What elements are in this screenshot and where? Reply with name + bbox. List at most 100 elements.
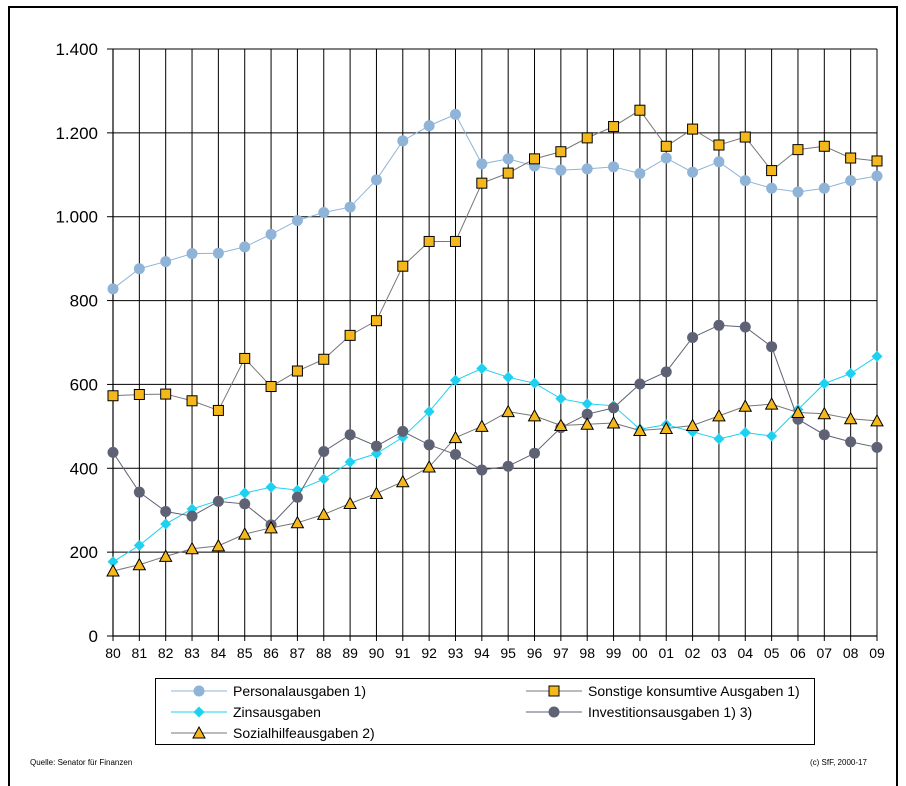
data-point bbox=[817, 406, 832, 420]
data-point bbox=[449, 448, 461, 460]
data-point bbox=[502, 167, 514, 179]
grid bbox=[112, 48, 878, 637]
data-point bbox=[370, 448, 382, 460]
data-point bbox=[158, 549, 173, 562]
data-point bbox=[687, 331, 699, 343]
series-line bbox=[112, 113, 878, 290]
data-point bbox=[370, 315, 382, 327]
legend-item: Sozialhilfeausgaben 2) bbox=[171, 723, 375, 743]
series-1 bbox=[107, 104, 883, 416]
axes bbox=[107, 48, 878, 641]
data-point bbox=[239, 487, 251, 499]
legend-swatch bbox=[526, 685, 582, 697]
data-point bbox=[476, 464, 488, 476]
x-tick-label: 90 bbox=[369, 645, 385, 661]
data-point bbox=[107, 446, 119, 458]
copyright-note: (c) SfF, 2000-17 bbox=[810, 758, 867, 767]
data-point bbox=[423, 235, 435, 247]
x-tick-label: 06 bbox=[790, 645, 806, 661]
data-point bbox=[870, 413, 884, 427]
y-tick-label: 0 bbox=[89, 627, 98, 646]
legend-label: Investitionsausgaben 1) 3) bbox=[588, 704, 753, 720]
x-tick-label: 88 bbox=[316, 645, 332, 661]
x-tick-label: 92 bbox=[421, 645, 437, 661]
x-tick-label: 80 bbox=[105, 645, 121, 661]
data-point bbox=[766, 341, 778, 353]
data-point bbox=[660, 140, 672, 152]
data-point bbox=[265, 228, 277, 240]
x-tick-label: 02 bbox=[685, 645, 701, 661]
data-point bbox=[212, 247, 224, 259]
x-tick-label: 05 bbox=[764, 645, 780, 661]
data-point bbox=[608, 121, 620, 133]
series-2 bbox=[107, 350, 883, 568]
data-point bbox=[316, 507, 331, 520]
data-point bbox=[397, 135, 409, 147]
x-tick-label: 94 bbox=[474, 645, 490, 661]
data-point bbox=[133, 388, 145, 400]
x-tick-label: 98 bbox=[579, 645, 595, 661]
data-point bbox=[239, 498, 251, 510]
data-point bbox=[132, 557, 147, 571]
data-point bbox=[739, 175, 751, 187]
legend-item: Zinsausgaben bbox=[171, 702, 321, 722]
data-point bbox=[634, 104, 646, 116]
data-point bbox=[845, 152, 857, 164]
chart-frame: 0 200 400 600 800 1.000 1.200 1.400 80 81 82 83 84 85… bbox=[8, 6, 898, 786]
x-tick-label: 96 bbox=[527, 645, 543, 661]
data-point bbox=[239, 241, 251, 253]
series-4 bbox=[106, 397, 884, 577]
data-point bbox=[739, 427, 751, 439]
data-point bbox=[555, 164, 567, 176]
legend-item: Investitionsausgaben 1) 3) bbox=[526, 702, 752, 722]
data-point bbox=[344, 329, 356, 341]
data-point bbox=[160, 388, 172, 400]
data-point bbox=[606, 415, 621, 429]
x-tick-label: 84 bbox=[211, 645, 227, 661]
series-line bbox=[112, 355, 878, 563]
data-point bbox=[423, 439, 435, 451]
x-tick-label: 82 bbox=[158, 645, 174, 661]
data-point bbox=[792, 144, 804, 156]
x-tick-label: 87 bbox=[290, 645, 306, 661]
data-point bbox=[185, 541, 199, 555]
data-point bbox=[845, 436, 857, 448]
data-point bbox=[555, 393, 567, 405]
data-point bbox=[660, 152, 672, 164]
data-point bbox=[608, 161, 620, 173]
x-tick-label: 09 bbox=[869, 645, 885, 661]
data-point bbox=[502, 460, 514, 472]
data-point bbox=[871, 441, 883, 453]
data-point bbox=[318, 353, 330, 365]
data-point bbox=[212, 495, 224, 507]
legend-swatch bbox=[171, 725, 227, 739]
data-point bbox=[343, 496, 357, 510]
data-point bbox=[422, 459, 436, 473]
data-point bbox=[133, 486, 145, 498]
data-point bbox=[818, 378, 830, 390]
y-tick-label: 1.000 bbox=[55, 208, 98, 227]
data-point bbox=[344, 456, 356, 468]
data-point bbox=[739, 131, 751, 143]
data-point bbox=[580, 417, 595, 430]
data-point bbox=[581, 163, 593, 175]
x-tick-label: 89 bbox=[342, 645, 358, 661]
legend-label: Personalausgaben 1) bbox=[233, 683, 367, 699]
legend-label: Sozialhilfeausgaben 2) bbox=[233, 725, 375, 741]
data-point bbox=[581, 408, 593, 420]
data-point bbox=[423, 406, 435, 418]
y-tick-label: 1.400 bbox=[55, 40, 98, 59]
x-tick-label: 07 bbox=[817, 645, 833, 661]
x-tick-label: 81 bbox=[132, 645, 148, 661]
data-point bbox=[160, 505, 172, 517]
x-tick-label: 04 bbox=[737, 645, 753, 661]
data-point bbox=[107, 390, 119, 402]
y-tick-label: 1.200 bbox=[55, 124, 98, 143]
data-point bbox=[845, 368, 857, 380]
data-point bbox=[634, 168, 646, 180]
data-point bbox=[186, 248, 198, 260]
data-point bbox=[264, 520, 278, 534]
data-point bbox=[818, 140, 830, 152]
legend-label: Zinsausgaben bbox=[233, 704, 321, 720]
